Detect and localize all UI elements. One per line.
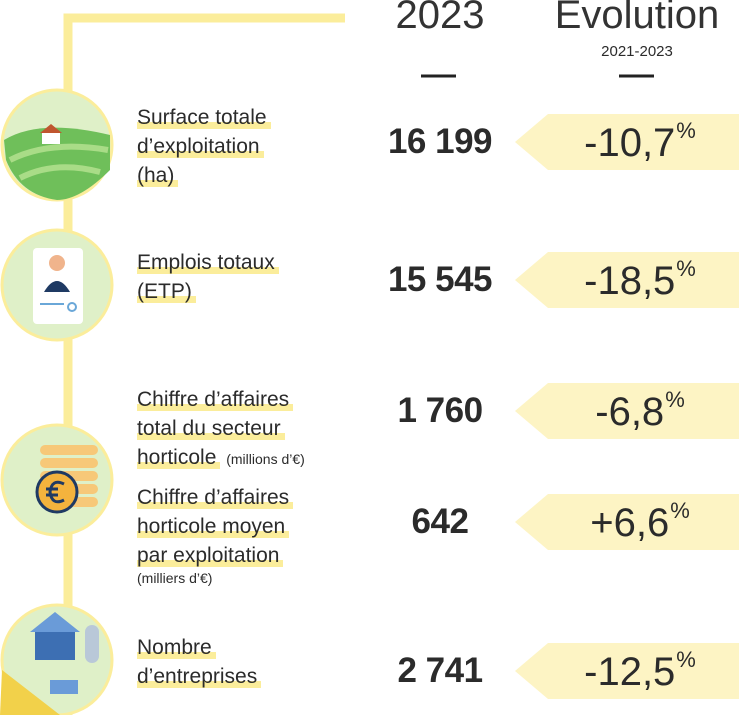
label-text: d’entreprises bbox=[137, 665, 261, 688]
label-line: Nombre bbox=[137, 633, 261, 662]
label-line: par exploitation bbox=[137, 541, 293, 570]
change-value: -18,5 bbox=[584, 259, 675, 303]
label-line: (milliers d’€) bbox=[137, 570, 293, 585]
label-line: horticole (millions d’€) bbox=[137, 443, 305, 474]
label-text: Surface totale bbox=[137, 106, 271, 129]
label-line: d’exploitation bbox=[137, 132, 271, 161]
change-unit: % bbox=[670, 498, 690, 523]
label-line: (ETP) bbox=[137, 277, 279, 306]
change-value: -10,7 bbox=[584, 121, 675, 165]
label-text: Nombre bbox=[137, 636, 216, 659]
label-line: total du secteur bbox=[137, 414, 305, 443]
label-line: d’entreprises bbox=[137, 662, 261, 691]
row-label: Surface totale d’exploitation (ha) bbox=[137, 103, 271, 190]
label-text: (ha) bbox=[137, 164, 178, 187]
row-label: Emplois totaux (ETP) bbox=[137, 248, 279, 306]
row-value: 2 741 bbox=[397, 651, 482, 691]
infographic: 2023 Évolution 2021-2023 Surface totale d… bbox=[0, 0, 739, 715]
label-text: horticole moyen bbox=[137, 515, 289, 538]
icon-employee bbox=[2, 230, 112, 340]
icon-farm bbox=[0, 605, 112, 715]
row-value: 16 199 bbox=[388, 122, 492, 162]
label-text: d’exploitation bbox=[137, 135, 264, 158]
row-change: -6,8% bbox=[595, 387, 685, 435]
row-label: Chiffre d’affaires total du secteur hortic… bbox=[137, 385, 305, 474]
label-line: Emplois totaux bbox=[137, 248, 279, 277]
year-header: 2023 bbox=[396, 0, 485, 38]
label-line: horticole moyen bbox=[137, 512, 293, 541]
row-value: 1 760 bbox=[397, 391, 482, 431]
change-value: +6,6 bbox=[590, 501, 669, 545]
label-note: (millions d’€) bbox=[226, 451, 305, 467]
label-line: Surface totale bbox=[137, 103, 271, 132]
row-change: +6,6% bbox=[590, 498, 690, 546]
row-value: 642 bbox=[412, 502, 469, 542]
row-label: Nombre d’entreprises bbox=[137, 633, 261, 691]
label-text: Emplois totaux bbox=[137, 251, 279, 274]
change-unit: % bbox=[676, 647, 696, 672]
icon-coins bbox=[2, 425, 112, 535]
row-value: 15 545 bbox=[388, 260, 492, 300]
change-unit: % bbox=[676, 256, 696, 281]
label-line: Chiffre d’affaires bbox=[137, 483, 293, 512]
row-label: Chiffre d’affaires horticole moyen par exp… bbox=[137, 483, 293, 585]
evolution-header: Évolution bbox=[555, 0, 720, 38]
label-text: Chiffre d’affaires bbox=[137, 388, 293, 411]
label-text: total du secteur bbox=[137, 417, 285, 440]
change-unit: % bbox=[665, 387, 685, 412]
change-unit: % bbox=[676, 118, 696, 143]
row-change: -12,5% bbox=[584, 647, 696, 695]
label-line: Chiffre d’affaires bbox=[137, 385, 305, 414]
label-text: (ETP) bbox=[137, 280, 196, 303]
change-value: -12,5 bbox=[584, 650, 675, 694]
row-change: -10,7% bbox=[584, 118, 696, 166]
decor bbox=[0, 0, 739, 715]
label-text: Chiffre d’affaires bbox=[137, 486, 293, 509]
label-note: (milliers d’€) bbox=[137, 570, 212, 586]
row-change: -18,5% bbox=[584, 256, 696, 304]
icon-field bbox=[2, 90, 112, 200]
period: 2021-2023 bbox=[601, 43, 673, 60]
label-text: horticole bbox=[137, 446, 220, 469]
change-value: -6,8 bbox=[595, 390, 664, 434]
label-line: (ha) bbox=[137, 161, 271, 190]
label-text: par exploitation bbox=[137, 544, 283, 567]
